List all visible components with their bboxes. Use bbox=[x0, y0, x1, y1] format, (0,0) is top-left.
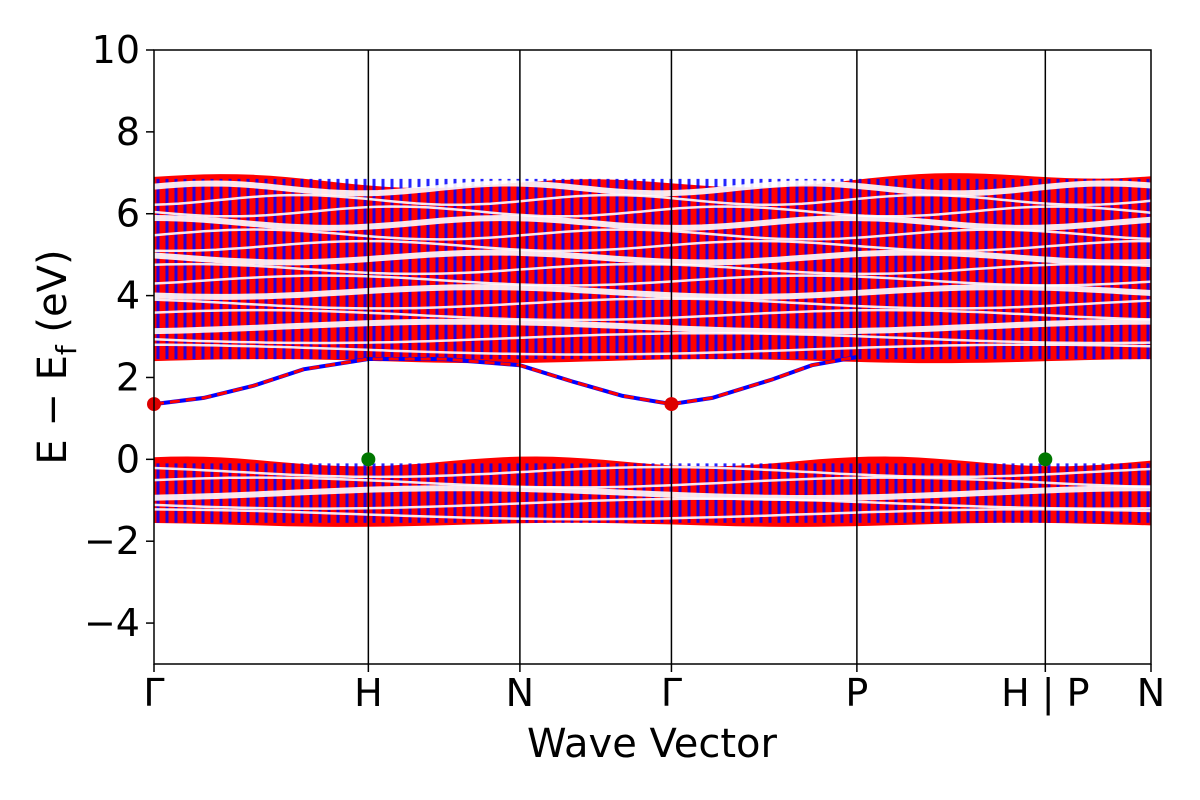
plot-border bbox=[153, 49, 1152, 665]
band-gap-curve bbox=[153, 465, 1152, 479]
plot-area bbox=[147, 49, 1152, 665]
y-tick-label: −4 bbox=[84, 601, 140, 645]
band-gap-curve bbox=[153, 284, 1152, 300]
y-tick-label: 2 bbox=[116, 355, 140, 399]
x-tick-label: H | P bbox=[1001, 671, 1089, 716]
band-edge-markers bbox=[147, 397, 1053, 467]
band-gap-curve bbox=[153, 180, 1152, 197]
band-gap-curve bbox=[153, 476, 1152, 489]
x-tick-label: H bbox=[354, 671, 383, 715]
y-axis-title-main: E − E bbox=[30, 355, 76, 465]
dispersive-band-group bbox=[153, 355, 858, 407]
band-gap-curve bbox=[153, 485, 1151, 501]
cbm-marker bbox=[664, 397, 679, 412]
x-axis: Γ H N Γ P H | P N bbox=[143, 664, 1165, 716]
band-gap-curve bbox=[153, 343, 1152, 356]
vbm-marker bbox=[1038, 452, 1053, 467]
band-gap-curve bbox=[153, 331, 1152, 345]
band-gap-curve bbox=[153, 239, 1151, 253]
band-lines-group bbox=[153, 180, 1152, 521]
x-axis-title: Wave Vector bbox=[527, 721, 778, 767]
x-tick-label: Γ bbox=[661, 671, 682, 715]
y-tick-label: −2 bbox=[84, 519, 140, 563]
x-tick-label: N bbox=[506, 671, 534, 715]
band-gap-curve bbox=[153, 249, 1152, 266]
y-tick-label: 0 bbox=[116, 437, 140, 481]
band-gap-curve bbox=[153, 193, 1152, 207]
band-gap-curve bbox=[153, 308, 1152, 322]
band-gap-curve bbox=[153, 318, 1152, 335]
y-tick-label: 6 bbox=[116, 192, 140, 236]
dispersive-band-spin-up bbox=[153, 355, 858, 407]
band-gap-curve bbox=[153, 214, 1152, 231]
x-tick-label: N bbox=[1137, 671, 1165, 715]
y-tick-label: 10 bbox=[92, 28, 140, 72]
band-gap-curve bbox=[153, 262, 1152, 276]
band-gap-curve bbox=[153, 508, 1152, 521]
band-gap-curve bbox=[153, 274, 1152, 287]
y-axis-title-unit: (eV) bbox=[30, 249, 76, 345]
band-gap-curve bbox=[153, 297, 1152, 310]
x-tick-label: P bbox=[845, 671, 868, 715]
x-tick-label: Γ bbox=[143, 671, 164, 715]
band-gap-curve bbox=[153, 497, 1152, 510]
y-tick-label: 4 bbox=[116, 274, 140, 318]
y-axis-title-sub: f bbox=[50, 344, 83, 355]
y-axis: 10 8 6 4 2 0 −2 −4 bbox=[84, 28, 154, 645]
y-axis-title: E − Ef (eV) bbox=[30, 249, 83, 464]
vbm-marker bbox=[361, 452, 376, 467]
kpoint-lines-group bbox=[367, 50, 1047, 664]
band-gap-curve bbox=[153, 205, 1152, 218]
y-tick-label: 8 bbox=[116, 110, 140, 154]
